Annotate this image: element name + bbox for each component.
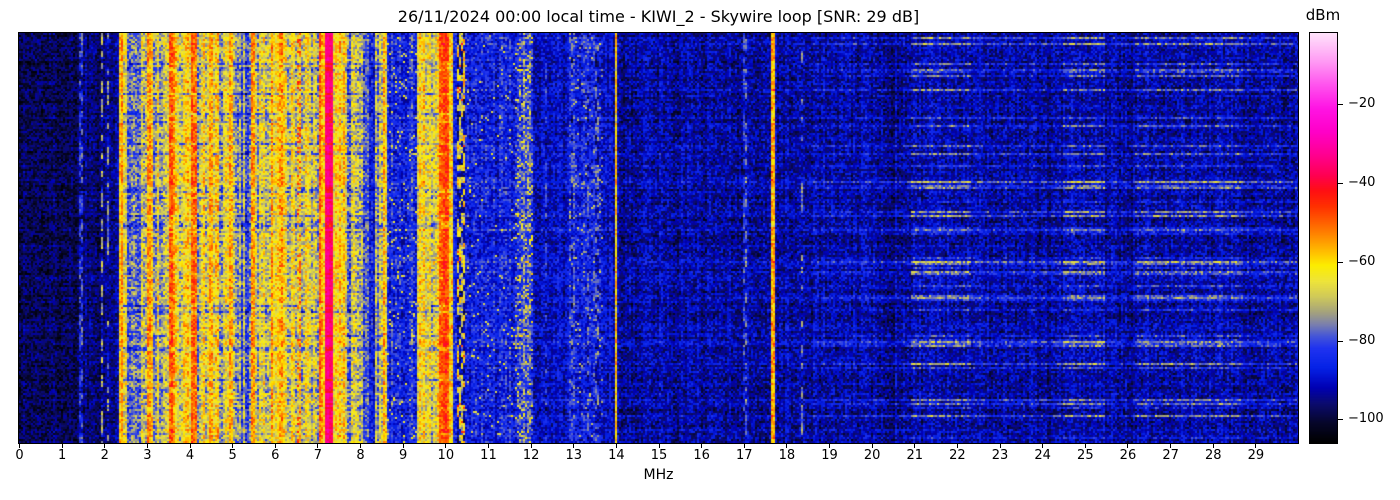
x-tick-label: 12: [522, 448, 540, 463]
x-tick-label: 21: [906, 448, 924, 463]
x-axis-label: MHz: [643, 467, 674, 483]
x-tick: [573, 444, 575, 448]
x-tick-label: 8: [356, 448, 365, 463]
x-tick: [1084, 444, 1086, 448]
x-tick-label: 2: [100, 448, 109, 463]
x-tick: [317, 444, 319, 448]
x-tick: [1127, 444, 1129, 448]
x-tick: [658, 444, 660, 448]
x-tick-label: 15: [650, 448, 668, 463]
colorbar-tick-label: −40: [1348, 174, 1376, 190]
colorbar-tick: [1338, 182, 1343, 184]
x-tick-label: 25: [1077, 448, 1094, 463]
x-tick-label: 16: [693, 448, 710, 463]
x-tick-label: 28: [1204, 448, 1222, 463]
x-tick-label: 4: [185, 448, 195, 463]
x-tick: [1042, 444, 1044, 448]
x-tick-label: 1: [57, 448, 67, 463]
colorbar-tick-label: −60: [1348, 253, 1376, 269]
x-tick-label: 6: [271, 448, 280, 463]
x-tick-label: 18: [778, 448, 796, 463]
colorbar-tick-label: −100: [1348, 411, 1384, 427]
spectrogram-plot-area: [18, 32, 1299, 444]
x-tick: [786, 444, 788, 448]
colorbar-tick: [1338, 103, 1343, 105]
x-tick: [61, 444, 63, 448]
x-tick: [956, 444, 958, 448]
x-tick-label: 22: [949, 448, 966, 463]
x-tick: [701, 444, 703, 448]
x-tick-label: 14: [608, 448, 625, 463]
x-tick: [487, 444, 489, 448]
x-tick-label: 10: [437, 448, 455, 463]
x-tick: [914, 444, 916, 448]
x-tick-label: 29: [1247, 448, 1265, 463]
x-tick-label: 23: [991, 448, 1009, 463]
x-tick-label: 26: [1119, 448, 1137, 463]
x-tick: [615, 444, 617, 448]
colorbar-tick-label: −20: [1348, 96, 1376, 112]
colorbar-tick: [1338, 261, 1343, 263]
x-tick-label: 13: [565, 448, 582, 463]
x-tick: [445, 444, 447, 448]
x-tick: [360, 444, 362, 448]
x-tick: [19, 444, 20, 448]
x-tick-label: 7: [313, 448, 323, 463]
x-tick-label: 19: [821, 448, 838, 463]
colorbar: [1309, 32, 1338, 444]
chart-title: 26/11/2024 00:00 local time - KIWI_2 - S…: [397, 7, 920, 26]
x-tick-label: 3: [143, 448, 152, 463]
colorbar-tick-label: −80: [1348, 332, 1376, 348]
x-tick-label: 9: [399, 448, 408, 463]
x-tick: [146, 444, 148, 448]
x-tick: [104, 444, 106, 448]
colorbar-label: dBm: [1305, 6, 1341, 24]
x-tick: [743, 444, 745, 448]
x-tick: [530, 444, 532, 448]
x-tick-label: 5: [228, 448, 237, 463]
x-tick: [1170, 444, 1172, 448]
x-tick: [402, 444, 404, 448]
x-tick-label: 27: [1162, 448, 1179, 463]
x-tick: [871, 444, 873, 448]
x-tick: [232, 444, 234, 448]
x-tick: [999, 444, 1001, 448]
x-tick-label: 24: [1034, 448, 1051, 463]
x-tick: [829, 444, 831, 448]
colorbar-canvas: [1310, 33, 1337, 443]
x-tick-label: 11: [480, 448, 497, 463]
x-tick-label: 20: [863, 448, 881, 463]
x-tick: [274, 444, 276, 448]
spectrogram-canvas: [19, 33, 1298, 443]
colorbar-tick: [1338, 419, 1343, 421]
colorbar-tick: [1338, 340, 1343, 342]
x-tick: [1212, 444, 1214, 448]
x-tick: [189, 444, 191, 448]
x-tick: [1255, 444, 1257, 448]
x-tick-label: 17: [735, 448, 753, 463]
x-tick-label: 0: [15, 448, 24, 463]
